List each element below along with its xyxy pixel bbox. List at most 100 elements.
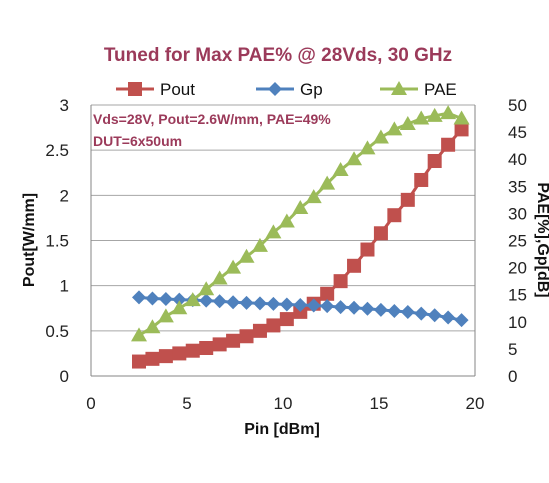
data-point-pout [239, 329, 254, 344]
data-point-gp [266, 296, 281, 311]
data-point-pae [305, 189, 322, 204]
legend-swatch-marker [268, 82, 282, 96]
data-point-gp [347, 300, 362, 315]
data-point-gp [414, 306, 429, 321]
data-point-pout [252, 323, 267, 338]
data-point-pout [279, 312, 294, 327]
data-point-pae [157, 308, 174, 323]
data-point-gp [279, 297, 294, 312]
data-point-pout [360, 242, 375, 257]
data-point-pae [399, 115, 416, 130]
data-point-pae [225, 259, 242, 274]
annotation-line-1: Vds=28V, Pout=2.6W/mm, PAE=49% [93, 111, 331, 127]
data-point-pae [238, 248, 255, 263]
y-right-tick-label: 30 [508, 204, 527, 223]
legend-label: PAE [424, 80, 457, 99]
series-gp [132, 290, 469, 328]
y-axis-right-label: PAE[%],Gp[dB] [534, 182, 549, 297]
data-point-pae [171, 300, 188, 315]
legend-swatch-marker [128, 82, 142, 96]
y-right-tick-label: 35 [508, 177, 527, 196]
gridlines [91, 104, 475, 332]
y-left-tick-label: 1 [60, 277, 69, 296]
y-right-tick-label: 25 [508, 232, 527, 251]
y-right-tick-label: 15 [508, 286, 527, 305]
data-point-pae [211, 270, 228, 285]
data-point-gp [226, 295, 241, 310]
data-point-pae [346, 151, 363, 166]
data-point-pout [226, 333, 241, 348]
data-point-pout [158, 349, 173, 364]
y-right-tick-label: 10 [508, 313, 527, 332]
data-point-gp [212, 294, 227, 309]
data-point-pout [373, 226, 388, 241]
data-point-pae [332, 162, 349, 177]
data-point-pae [198, 281, 215, 296]
y-right-tick-label: 45 [508, 123, 527, 142]
data-point-pout [172, 346, 187, 361]
data-point-pae [251, 237, 268, 252]
data-point-gp [441, 310, 456, 325]
data-point-pae [386, 121, 403, 136]
data-point-pout [212, 337, 227, 352]
data-point-gp [132, 290, 146, 305]
x-tick-label: 5 [182, 394, 191, 413]
data-point-pout [400, 192, 415, 207]
data-point-gp [454, 313, 469, 328]
data-point-pout [427, 154, 442, 169]
legend-label: Pout [160, 80, 195, 99]
y-left-tick-label: 3 [60, 96, 69, 115]
data-point-pout [441, 137, 456, 152]
data-point-pout [132, 354, 146, 369]
y-left-tick-label: 2 [60, 186, 69, 205]
y-left-tick-label: 2.5 [45, 141, 69, 160]
legend-label: Gp [300, 80, 323, 99]
data-point-gp [306, 298, 321, 313]
data-point-pout [320, 286, 335, 301]
y-axis-left-label: Pout[W/mm] [21, 193, 38, 287]
x-tick-label: 10 [274, 394, 293, 413]
data-point-gp [239, 295, 254, 310]
data-point-pout [454, 122, 469, 137]
series-pout [132, 122, 469, 369]
x-tick-label: 15 [370, 394, 389, 413]
data-point-gp [199, 293, 214, 308]
data-point-pae [372, 129, 389, 144]
series-layer [131, 105, 470, 369]
data-point-pae [265, 224, 282, 239]
y-right-tick-label: 40 [508, 150, 527, 169]
data-point-pout [333, 274, 348, 289]
data-point-gp [360, 301, 375, 316]
axes: 0 5 10 15 2000.511.522.530510152025303540455… [45, 96, 527, 413]
annotation-line-2: DUT=6x50um [93, 133, 182, 149]
legend: Pout Gp PAE [116, 80, 457, 99]
legend-item-gp: Gp [256, 80, 323, 99]
series-pae [131, 105, 470, 342]
annotation-box: Vds=28V, Pout=2.6W/mm, PAE=49% DUT=6x50u… [93, 111, 331, 149]
data-point-pae [292, 199, 309, 214]
data-point-gp [172, 292, 187, 307]
data-point-gp [145, 291, 160, 306]
x-axis-label: Pin [dBm] [244, 421, 320, 438]
data-point-pout [414, 172, 429, 187]
legend-swatch-marker [391, 81, 407, 95]
data-point-pae [184, 292, 201, 307]
data-point-pout [145, 351, 160, 366]
data-point-gp [158, 292, 173, 307]
data-point-pae [144, 319, 161, 334]
data-point-gp [387, 303, 402, 318]
data-point-pae [453, 110, 470, 125]
data-point-gp [400, 305, 415, 320]
data-point-pout [185, 343, 200, 358]
legend-item-pout: Pout [116, 80, 195, 99]
y-right-tick-label: 5 [508, 340, 517, 359]
y-right-tick-label: 0 [508, 367, 517, 386]
data-point-gp [252, 296, 267, 311]
data-point-pae [426, 107, 443, 122]
data-point-pout [199, 340, 214, 355]
y-left-tick-label: 1.5 [45, 232, 69, 251]
data-point-pae [359, 140, 376, 155]
data-point-pout [266, 318, 281, 333]
data-point-gp [373, 302, 388, 317]
